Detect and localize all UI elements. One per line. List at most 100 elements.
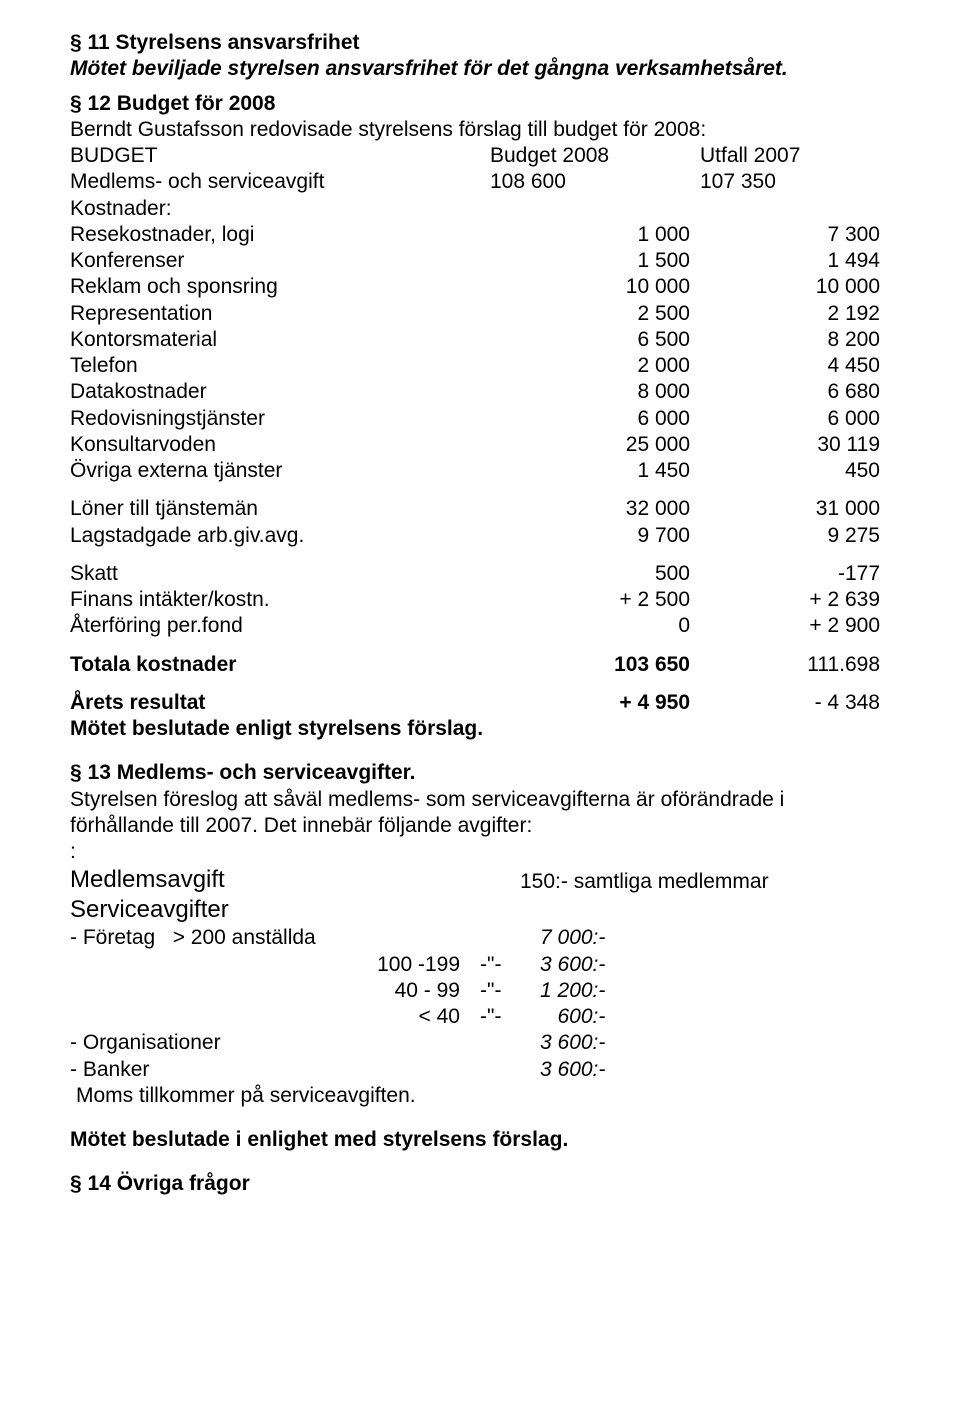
budget-row-v1: 10 000 <box>490 274 700 300</box>
budget-row-v2: 450 <box>700 458 880 484</box>
skatt-v1: 500 <box>490 561 700 587</box>
budget-row: Redovisningstjänster6 0006 000 <box>70 406 890 432</box>
fee-c3 <box>480 1030 540 1056</box>
budget-row-label: Konsultarvoden <box>70 432 490 458</box>
medlems-v1: 108 600 <box>490 169 700 195</box>
budget-row-label: Övriga externa tjänster <box>70 458 490 484</box>
s12-heading: § 12 Budget för 2008 <box>70 91 890 117</box>
budget-row-v1: 6 500 <box>490 327 700 353</box>
finans-v2: + 2 639 <box>700 587 880 613</box>
budget-row-label: Datakostnader <box>70 379 490 405</box>
budget-row-label: Resekostnader, logi <box>70 222 490 248</box>
medlems-v2: 107 350 <box>700 169 880 195</box>
resultat-label: Årets resultat <box>70 690 490 716</box>
fee-c1: - Organisationer <box>70 1030 330 1056</box>
skatt-label: Skatt <box>70 561 490 587</box>
finans-v1: + 2 500 <box>490 587 700 613</box>
fee-c2: 40 - 99 <box>330 978 480 1004</box>
totala-label: Totala kostnader <box>70 652 490 678</box>
loner-v2: 31 000 <box>700 496 880 522</box>
resultat-v1: + 4 950 <box>490 690 700 716</box>
lagstad-v1: 9 700 <box>490 523 700 549</box>
budget-row-v1: 6 000 <box>490 406 700 432</box>
fee-c3 <box>480 1057 540 1083</box>
budget-label: BUDGET <box>70 143 490 169</box>
budget-row-v2: 10 000 <box>700 274 880 300</box>
totala-v1: 103 650 <box>490 652 700 678</box>
budget-row-label: Reklam och sponsring <box>70 274 490 300</box>
s13-beslut: Mötet beslutade i enlighet med styrelsen… <box>70 1127 890 1153</box>
budget-row: Övriga externa tjänster1 450450 <box>70 458 890 484</box>
skatt-row: Skatt 500 -177 <box>70 561 890 587</box>
budget-row: Konsultarvoden25 00030 119 <box>70 432 890 458</box>
s12-beslut: Mötet beslutade enligt styrelsens försla… <box>70 716 890 742</box>
fee-c3: -"- <box>480 1004 540 1030</box>
skatt-v2: -177 <box>700 561 880 587</box>
budget-row-label: Telefon <box>70 353 490 379</box>
fee-c3 <box>480 925 540 951</box>
s11-heading: § 11 Styrelsens ansvarsfrihet <box>70 30 890 56</box>
budget-row-label: Kontorsmaterial <box>70 327 490 353</box>
budget-row-v2: 30 119 <box>700 432 880 458</box>
s12-intro: Berndt Gustafsson redovisade styrelsens … <box>70 117 890 143</box>
fee-rows: - Företag > 200 anställda7 000:-100 -199… <box>70 925 890 1083</box>
medlemsavgift-val: 150:- samtliga medlemmar <box>520 869 890 895</box>
fee-row: - Organisationer 3 600:- <box>70 1030 890 1056</box>
fee-c2 <box>330 1030 480 1056</box>
lagstad-v2: 9 275 <box>700 523 880 549</box>
loner-label: Löner till tjänstemän <box>70 496 490 522</box>
budget-row-v2: 6 680 <box>700 379 880 405</box>
totala-v2: 111.698 <box>700 652 880 678</box>
budget-row-label: Representation <box>70 301 490 327</box>
budget-col1-header: Budget 2008 <box>490 143 700 169</box>
budget-row-label: Redovisningstjänster <box>70 406 490 432</box>
s13-intro: Styrelsen föreslog att såväl medlems- so… <box>70 787 890 840</box>
fee-c4: 1 200:- <box>540 978 890 1004</box>
loner-v1: 32 000 <box>490 496 700 522</box>
budget-row: Resekostnader, logi1 0007 300 <box>70 222 890 248</box>
kostnader-label: Kostnader: <box>70 196 490 222</box>
fee-c1: - Banker <box>70 1057 330 1083</box>
budget-row: Representation2 5002 192 <box>70 301 890 327</box>
budget-row: Kontorsmaterial6 5008 200 <box>70 327 890 353</box>
budget-row-v2: 7 300 <box>700 222 880 248</box>
loner-row: Löner till tjänstemän 32 000 31 000 <box>70 496 890 522</box>
fee-c3: -"- <box>480 952 540 978</box>
s13-heading: § 13 Medlems- och serviceavgifter. <box>70 760 890 786</box>
fee-c3: -"- <box>480 978 540 1004</box>
s14-heading: § 14 Övriga frågor <box>70 1171 890 1197</box>
fee-c1: - Företag > 200 anställda <box>70 925 330 951</box>
fee-row: - Företag > 200 anställda7 000:- <box>70 925 890 951</box>
budget-row: Reklam och sponsring10 00010 000 <box>70 274 890 300</box>
fee-c2: 100 -199 <box>330 952 480 978</box>
fee-c1 <box>70 952 330 978</box>
s11-line: Mötet beviljade styrelsen ansvarsfrihet … <box>70 56 890 82</box>
budget-row: Konferenser1 5001 494 <box>70 248 890 274</box>
budget-row-v2: 8 200 <box>700 327 880 353</box>
totala-row: Totala kostnader 103 650 111.698 <box>70 652 890 678</box>
fee-row: < 40-"- 600:- <box>70 1004 890 1030</box>
fee-c4: 3 600:- <box>540 1030 890 1056</box>
budget-row-v1: 2 000 <box>490 353 700 379</box>
fee-c4: 600:- <box>540 1004 890 1030</box>
lagstad-label: Lagstadgade arb.giv.avg. <box>70 523 490 549</box>
medlems-label: Medlems- och serviceavgift <box>70 169 490 195</box>
budget-row-v1: 25 000 <box>490 432 700 458</box>
finans-label: Finans intäkter/kostn. <box>70 587 490 613</box>
aterforing-v2: + 2 900 <box>700 613 880 639</box>
finans-row: Finans intäkter/kostn. + 2 500 + 2 639 <box>70 587 890 613</box>
aterforing-row: Återföring per.fond 0 + 2 900 <box>70 613 890 639</box>
s13-colon: : <box>70 839 890 865</box>
fee-c1 <box>70 1004 330 1030</box>
resultat-row: Årets resultat + 4 950 - 4 348 <box>70 690 890 716</box>
lagstad-row: Lagstadgade arb.giv.avg. 9 700 9 275 <box>70 523 890 549</box>
fee-row: 40 - 99-"-1 200:- <box>70 978 890 1004</box>
budget-row: Datakostnader8 0006 680 <box>70 379 890 405</box>
budget-row-v1: 2 500 <box>490 301 700 327</box>
fee-c4: 3 600:- <box>540 1057 890 1083</box>
budget-row-v1: 8 000 <box>490 379 700 405</box>
fee-c2: < 40 <box>330 1004 480 1030</box>
budget-rows: Resekostnader, logi1 0007 300Konferenser… <box>70 222 890 485</box>
resultat-v2: - 4 348 <box>700 690 880 716</box>
medlemsavgift-row: Medlemsavgift 150:- samtliga medlemmar <box>70 865 890 895</box>
